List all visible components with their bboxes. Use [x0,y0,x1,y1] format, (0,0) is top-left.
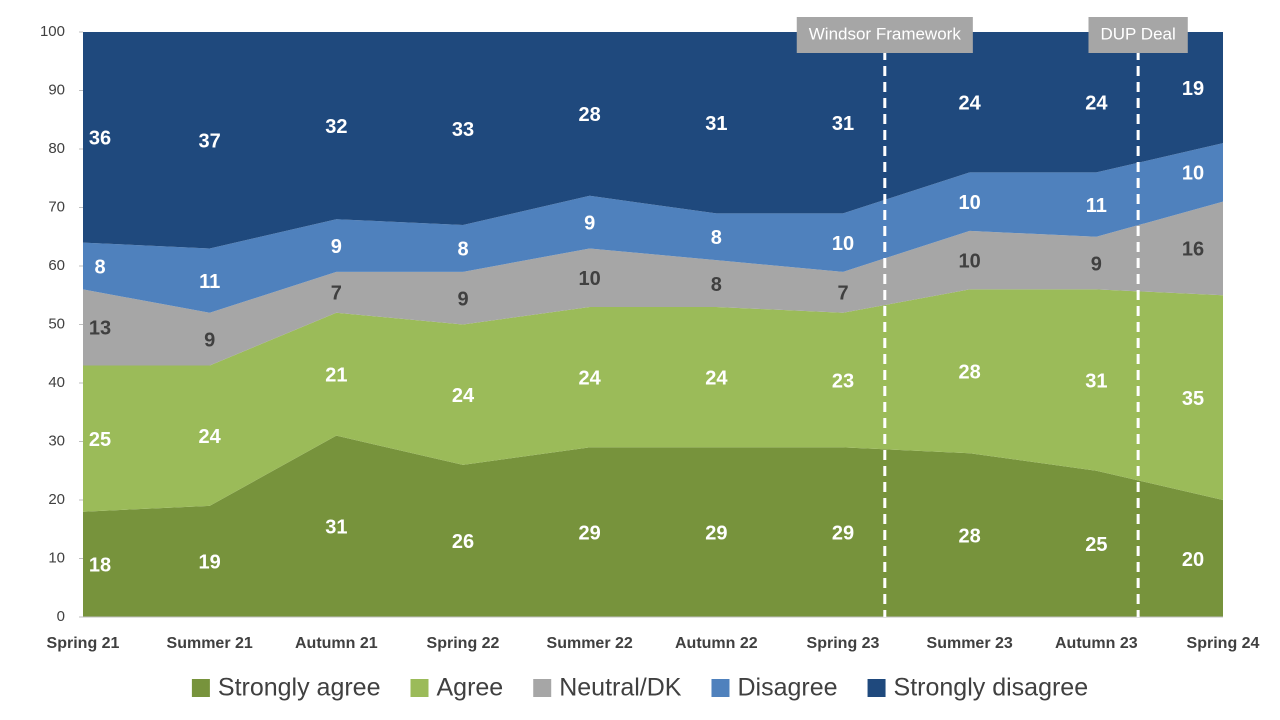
annotation: Windsor Framework [809,24,962,43]
legend-swatch [867,679,886,697]
annotation-box [1088,17,1188,53]
data-label: 37 [199,131,221,153]
x-tick-label: Autumn 21 [295,635,378,652]
data-label: 32 [325,116,347,138]
data-label: 10 [832,233,854,255]
data-label: 24 [705,367,728,389]
data-label: 7 [837,283,848,305]
y-tick-label: 100 [40,23,65,40]
legend: Strongly agree Agree Neutral/DK Disagree Str… [191,674,1089,702]
data-label: 24 [199,426,222,448]
x-tick-label: Spring 21 [47,635,120,652]
legend-swatch [191,679,210,697]
data-label: 18 [89,555,111,577]
data-label: 31 [1085,370,1107,392]
legend-swatch [533,679,552,697]
y-tick-label: 80 [48,140,65,157]
data-label: 31 [325,517,347,539]
data-label: 29 [579,522,601,544]
data-label: 31 [832,113,854,135]
annotation: DUP Deal [1100,24,1175,43]
area [83,201,1223,366]
y-tick-label: 30 [48,432,65,449]
y-tick-label: 70 [48,198,65,215]
data-label: 11 [1086,195,1107,217]
x-tick-label: Autumn 23 [1055,635,1138,652]
x-tick-label: Summer 22 [547,635,633,652]
data-label: 9 [204,329,215,351]
y-tick-label: 40 [48,374,65,391]
legend-label: Strongly agree [218,674,381,702]
data-label: 25 [1085,534,1107,556]
y-tick-label: 0 [57,608,65,625]
data-label: 23 [832,370,854,392]
data-label: 33 [452,119,474,141]
data-label: 24 [579,367,602,389]
data-label: 19 [199,552,221,574]
legend-label: Strongly disagree [894,674,1089,702]
area [83,143,1223,313]
data-label: 26 [452,531,474,553]
y-tick-label: 20 [48,491,65,508]
data-label: 8 [94,256,105,278]
data-label: 20 [1182,549,1204,571]
data-label: 10 [959,192,981,214]
data-label: 10 [959,250,981,272]
data-label: 28 [959,525,981,547]
area [83,32,1223,249]
data-label: 13 [89,318,111,340]
data-label: 24 [959,92,982,114]
x-tick-label: Summer 21 [167,635,253,652]
x-tick-label: Spring 24 [1187,635,1260,652]
data-label: 31 [705,113,727,135]
data-label: 24 [452,385,475,407]
data-label: 25 [89,429,111,451]
area [83,289,1223,512]
data-label: 29 [705,522,727,544]
legend-swatch [711,679,730,697]
data-label: 35 [1182,388,1204,410]
data-label: 28 [959,362,981,384]
data-label: 36 [89,128,111,150]
data-label: 11 [199,271,220,293]
legend-label: Agree [437,674,504,702]
data-label: 10 [579,268,601,290]
data-label: 8 [711,227,722,249]
data-label: 9 [331,236,342,258]
data-label: 10 [1182,163,1204,185]
x-tick-label: Summer 23 [927,635,1013,652]
data-label: 29 [832,522,854,544]
y-tick-label: 60 [48,257,65,274]
legend-label: Neutral/DK [559,674,682,702]
y-tick-label: 90 [48,81,65,98]
data-label: 8 [711,274,722,296]
data-label: 9 [584,212,595,234]
y-tick-label: 50 [48,315,65,332]
x-tick-label: Spring 22 [427,635,500,652]
data-label: 9 [457,288,468,310]
data-label: 16 [1182,239,1204,261]
data-label: 8 [457,239,468,261]
data-label: 21 [325,365,347,387]
data-label: 7 [331,283,342,305]
data-label: 28 [579,104,601,126]
y-tick-label: 10 [48,549,65,566]
annotation-box [796,17,973,53]
x-tick-label: Spring 23 [807,635,880,652]
data-label: 24 [1085,92,1108,114]
legend-swatch [410,679,429,697]
x-tick-label: Autumn 22 [675,635,758,652]
legend-label: Disagree [737,674,837,702]
area [83,435,1223,617]
data-label: 9 [1091,253,1102,275]
data-label: 19 [1182,78,1204,100]
